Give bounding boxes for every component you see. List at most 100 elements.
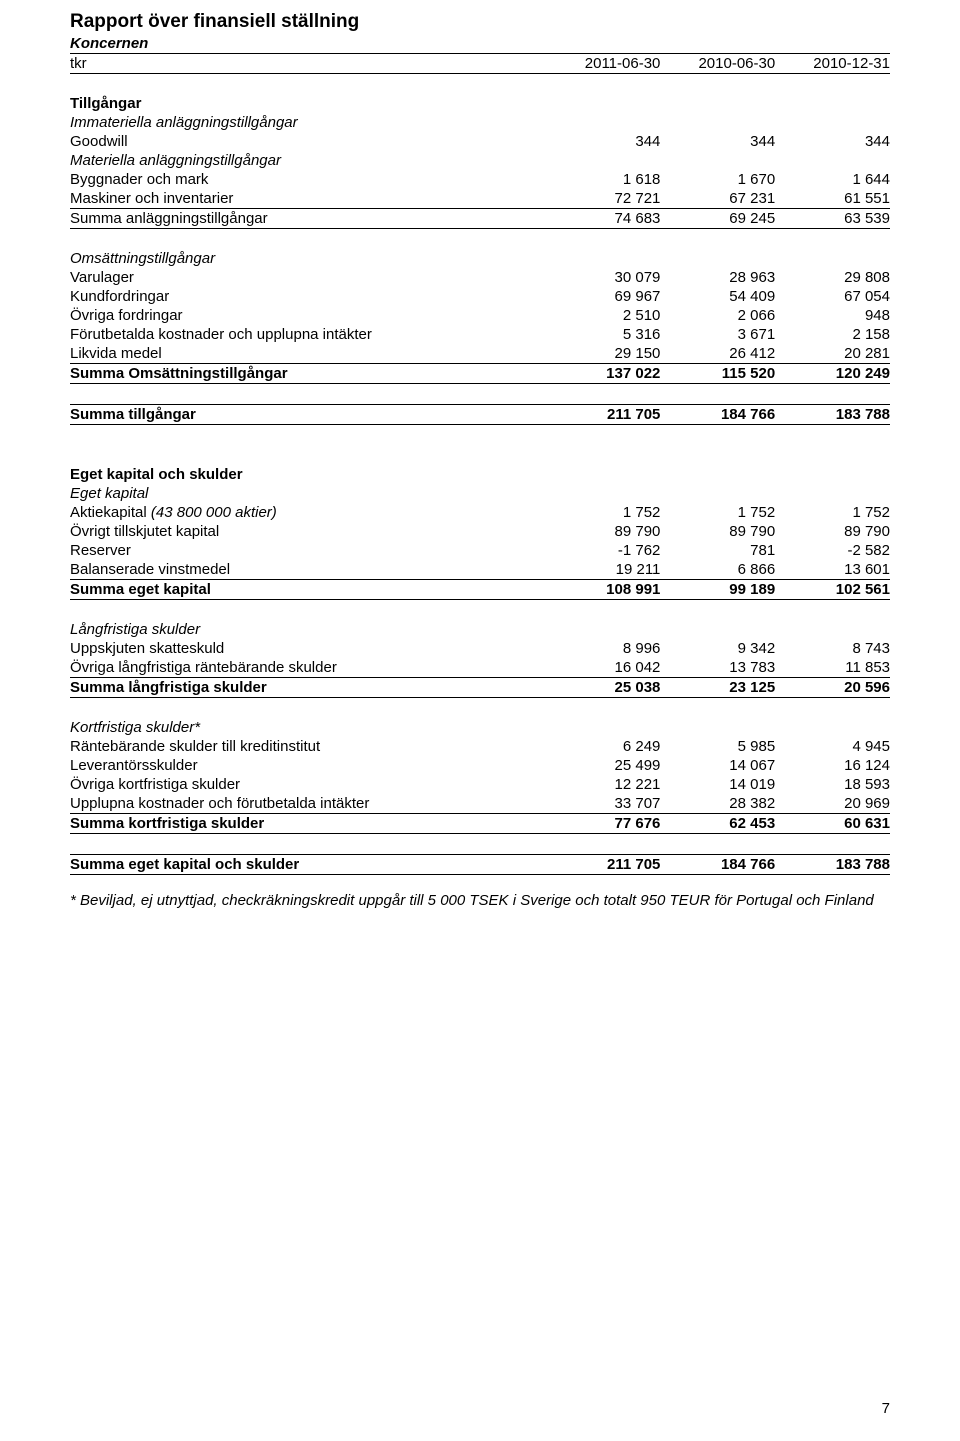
table-row: Likvida medel 29 150 26 412 20 281 <box>70 344 890 364</box>
row-value: 28 963 <box>660 268 775 287</box>
row-label: Leverantörsskulder <box>70 756 546 775</box>
report-subtitle: Koncernen <box>70 34 890 54</box>
row-value: 20 281 <box>775 344 890 364</box>
row-value: 211 705 <box>546 855 661 875</box>
row-label: Summa eget kapital <box>70 580 546 600</box>
title-row: Rapport över finansiell ställning <box>70 10 890 34</box>
table-row: Reserver -1 762 781 -2 582 <box>70 541 890 560</box>
equity-subheading: Eget kapital <box>70 484 546 503</box>
table-row: Räntebärande skulder till kreditinstitut… <box>70 737 890 756</box>
row-value: 77 676 <box>546 814 661 834</box>
row-value: 11 853 <box>775 658 890 678</box>
share-label-paren: (43 800 000 aktier) <box>151 504 277 521</box>
table-row: Kundfordringar 69 967 54 409 67 054 <box>70 287 890 306</box>
row-label: Summa tillgångar <box>70 405 546 425</box>
row-value: 183 788 <box>775 855 890 875</box>
row-value: 5 985 <box>660 737 775 756</box>
table-row: Övriga fordringar 2 510 2 066 948 <box>70 306 890 325</box>
longterm-heading: Långfristiga skulder <box>70 620 546 639</box>
row-value: 1 752 <box>660 503 775 522</box>
footnote-text: * Beviljad, ej utnyttjad, checkräkningsk… <box>70 891 890 911</box>
row-value: 18 593 <box>775 775 890 794</box>
sum-row: Summa anläggningstillgångar 74 683 69 24… <box>70 209 890 229</box>
report-title: Rapport över finansiell ställning <box>70 10 890 34</box>
row-value: 29 808 <box>775 268 890 287</box>
row-value: 1 752 <box>775 503 890 522</box>
table-row: Leverantörsskulder 25 499 14 067 16 124 <box>70 756 890 775</box>
row-value: 69 245 <box>660 209 775 229</box>
row-value: 5 316 <box>546 325 661 344</box>
spacer <box>70 698 890 719</box>
row-value: 67 054 <box>775 287 890 306</box>
table-row: Maskiner och inventarier 72 721 67 231 6… <box>70 189 890 209</box>
row-value: 13 601 <box>775 560 890 580</box>
row-value: 9 342 <box>660 639 775 658</box>
subtitle-row: Koncernen <box>70 34 890 54</box>
table-row: Varulager 30 079 28 963 29 808 <box>70 268 890 287</box>
row-value: 12 221 <box>546 775 661 794</box>
row-value: 20 969 <box>775 794 890 814</box>
row-value: 28 382 <box>660 794 775 814</box>
row-value: 1 670 <box>660 170 775 189</box>
row-value: 16 042 <box>546 658 661 678</box>
spacer <box>70 834 890 855</box>
row-value: 183 788 <box>775 405 890 425</box>
row-value: 344 <box>546 132 661 151</box>
row-value: 211 705 <box>546 405 661 425</box>
spacer <box>70 600 890 621</box>
row-value: 20 596 <box>775 678 890 698</box>
intangible-heading: Immateriella anläggningstillgångar <box>70 113 546 132</box>
col3-header: 2010-12-31 <box>775 54 890 74</box>
row-value: 115 520 <box>660 364 775 384</box>
row-value: 1 644 <box>775 170 890 189</box>
row-label: Summa kortfristiga skulder <box>70 814 546 834</box>
row-label: Uppskjuten skatteskuld <box>70 639 546 658</box>
row-value: 2 066 <box>660 306 775 325</box>
table-row: Balanserade vinstmedel 19 211 6 866 13 6… <box>70 560 890 580</box>
row-value: 6 249 <box>546 737 661 756</box>
unit-label: tkr <box>70 54 546 74</box>
page-number: 7 <box>882 1400 890 1417</box>
row-value: 8 743 <box>775 639 890 658</box>
row-value: 29 150 <box>546 344 661 364</box>
sum-row: Summa Omsättningstillgångar 137 022 115 … <box>70 364 890 384</box>
row-value: 948 <box>775 306 890 325</box>
row-label: Goodwill <box>70 132 546 151</box>
row-label: Aktiekapital (43 800 000 aktier) <box>70 503 546 522</box>
row-value: 30 079 <box>546 268 661 287</box>
row-value: 344 <box>660 132 775 151</box>
total-eq-liab-row: Summa eget kapital och skulder 211 705 1… <box>70 855 890 875</box>
row-value: 62 453 <box>660 814 775 834</box>
page-container: Rapport över finansiell ställning Koncer… <box>0 0 960 1441</box>
row-value: 25 499 <box>546 756 661 775</box>
row-value: 184 766 <box>660 405 775 425</box>
table-row: Byggnader och mark 1 618 1 670 1 644 <box>70 170 890 189</box>
row-value: 19 211 <box>546 560 661 580</box>
row-value: 61 551 <box>775 189 890 209</box>
row-value: 67 231 <box>660 189 775 209</box>
total-assets-row: Summa tillgångar 211 705 184 766 183 788 <box>70 405 890 425</box>
row-value: 137 022 <box>546 364 661 384</box>
row-value: 6 866 <box>660 560 775 580</box>
sum-row: Summa långfristiga skulder 25 038 23 125… <box>70 678 890 698</box>
row-label: Summa långfristiga skulder <box>70 678 546 698</box>
row-value: 23 125 <box>660 678 775 698</box>
row-label: Byggnader och mark <box>70 170 546 189</box>
row-value: -1 762 <box>546 541 661 560</box>
spacer <box>70 425 890 446</box>
equity-heading: Eget kapital och skulder <box>70 465 546 484</box>
table-row: Aktiekapital (43 800 000 aktier) 1 752 1… <box>70 503 890 522</box>
row-value: 4 945 <box>775 737 890 756</box>
table-row: Goodwill 344 344 344 <box>70 132 890 151</box>
row-value: 3 671 <box>660 325 775 344</box>
row-value: 14 067 <box>660 756 775 775</box>
shortterm-heading: Kortfristiga skulder* <box>70 718 546 737</box>
column-header-row: tkr 2011-06-30 2010-06-30 2010-12-31 <box>70 54 890 74</box>
row-label: Upplupna kostnader och förutbetalda intä… <box>70 794 546 814</box>
spacer <box>70 384 890 405</box>
row-label: Reserver <box>70 541 546 560</box>
sum-row: Summa kortfristiga skulder 77 676 62 453… <box>70 814 890 834</box>
row-value: 89 790 <box>546 522 661 541</box>
row-value: 1 618 <box>546 170 661 189</box>
row-value: 25 038 <box>546 678 661 698</box>
